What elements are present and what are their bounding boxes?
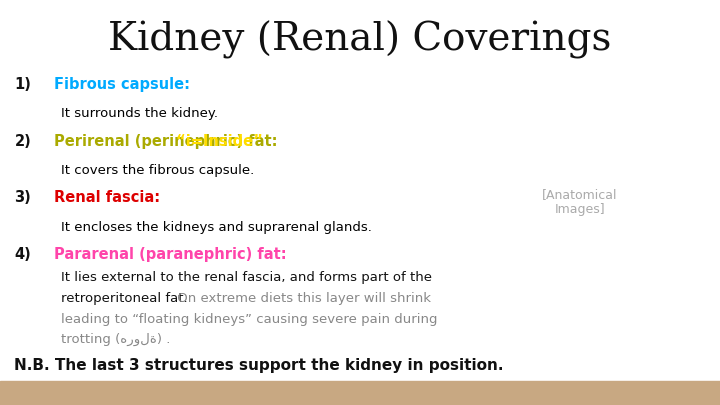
Text: 4): 4) [14,247,31,262]
Text: “i=Inside”: “i=Inside” [171,134,263,149]
Text: trotting (هرولة) .: trotting (هرولة) . [61,333,171,346]
Text: 1): 1) [14,77,31,92]
Text: Pararenal (paranephric) fat:: Pararenal (paranephric) fat: [54,247,287,262]
Text: It covers the fibrous capsule.: It covers the fibrous capsule. [61,164,254,177]
Text: It encloses the kidneys and suprarenal glands.: It encloses the kidneys and suprarenal g… [61,221,372,234]
Text: It surrounds the kidney.: It surrounds the kidney. [61,107,218,120]
Bar [0,381,720,405]
Text: Fibrous capsule:: Fibrous capsule: [54,77,190,92]
Text: On extreme diets this layer will shrink: On extreme diets this layer will shrink [173,292,431,305]
Text: leading to “floating kidneys” causing severe pain during: leading to “floating kidneys” causing se… [61,313,438,326]
Text: 3): 3) [14,190,31,205]
Text: Perirenal (perinephric) fat:: Perirenal (perinephric) fat: [54,134,277,149]
Text: 2): 2) [14,134,31,149]
Text: Renal fascia:: Renal fascia: [54,190,160,205]
Text: N.B. The last 3 structures support the kidney in position.: N.B. The last 3 structures support the k… [14,358,504,373]
Text: Kidney (Renal) Coverings: Kidney (Renal) Coverings [108,20,612,59]
Text: [Anatomical
Images]: [Anatomical Images] [542,188,617,217]
Text: retroperitoneal fat.: retroperitoneal fat. [61,292,188,305]
Text: It lies external to the renal fascia, and forms part of the: It lies external to the renal fascia, an… [61,271,432,284]
